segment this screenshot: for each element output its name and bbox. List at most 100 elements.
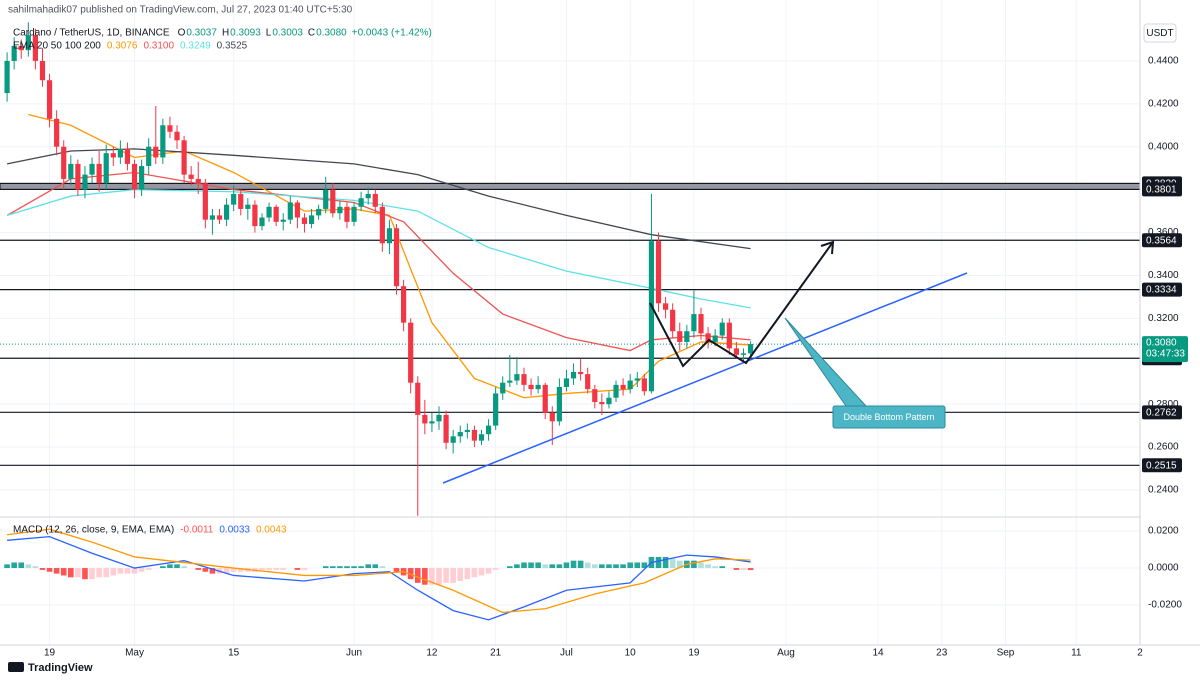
- level-tag: [1142, 405, 1182, 420]
- candle-body: [188, 174, 194, 179]
- macd-histogram-bar: [25, 564, 32, 569]
- macd-histogram-bar: [535, 562, 541, 569]
- candle-body: [408, 322, 414, 383]
- macd-histogram-bar: [627, 562, 633, 569]
- candle-body: [500, 382, 506, 394]
- macd-histogram-bar: [167, 564, 173, 569]
- candle-body: [620, 384, 626, 390]
- candle-body: [337, 206, 343, 214]
- candle-body: [627, 380, 633, 390]
- candle-body: [25, 35, 31, 51]
- macd-histogram-bar: [202, 568, 209, 572]
- candle-body: [131, 163, 138, 190]
- candle-body: [549, 412, 555, 422]
- macd-histogram-bar: [53, 568, 60, 574]
- x-tick-label: 15: [228, 648, 240, 659]
- macd-histogram-bar: [131, 568, 138, 574]
- macd-histogram-bar: [471, 568, 478, 578]
- x-tick-label: 2: [1137, 648, 1143, 659]
- macd-histogram-bar: [712, 566, 718, 569]
- candle-body: [429, 421, 435, 424]
- legend-text: 0.3249: [180, 41, 211, 52]
- macd-histogram-bar: [344, 566, 350, 569]
- macd-histogram-bar: [138, 568, 145, 572]
- macd-histogram-bar: [747, 568, 754, 571]
- candle-body: [415, 382, 421, 415]
- macd-histogram-bar: [301, 568, 308, 570]
- macd-pane: [4, 528, 754, 621]
- legend-text: H: [222, 28, 229, 39]
- macd-histogram-bar: [733, 568, 740, 570]
- y-tick-label: 0.4200: [1148, 98, 1179, 109]
- x-tick-label: 19: [688, 648, 700, 659]
- candle-body: [11, 45, 17, 61]
- macd-histogram-bar: [337, 566, 343, 569]
- macd-histogram-bar: [422, 568, 428, 585]
- candle-body: [75, 163, 81, 190]
- macd-histogram-bar: [294, 568, 301, 570]
- legend-text: 0.3076: [107, 41, 138, 52]
- macd-histogram-bar: [443, 568, 449, 583]
- macd-histogram-bar: [634, 562, 641, 569]
- candle-body: [386, 228, 393, 244]
- macd-histogram-bar: [329, 566, 336, 569]
- candle-body: [585, 374, 591, 390]
- macd-histogram-bar: [174, 564, 180, 569]
- macd-histogram-bar: [358, 566, 364, 569]
- candle-body: [266, 206, 272, 218]
- pattern-path: [649, 241, 834, 368]
- legend-text: 0.0033: [219, 525, 250, 536]
- macd-histogram-bar: [96, 568, 102, 578]
- macd-histogram-bar: [39, 568, 46, 570]
- candle-body: [698, 314, 704, 334]
- macd-histogram-bar: [280, 568, 287, 570]
- macd-histogram-bar: [507, 566, 513, 569]
- candles: [4, 22, 754, 516]
- legend-text: -0.0011: [180, 525, 214, 536]
- macd-histogram-bar: [514, 564, 520, 569]
- macd-histogram-bar: [351, 566, 357, 569]
- price-axis: [1140, 0, 1200, 645]
- candle-body: [103, 153, 109, 184]
- macd-histogram-bar: [145, 568, 152, 570]
- indicator-line: [6, 188, 751, 309]
- candle-body: [181, 140, 187, 175]
- candle-body: [358, 198, 364, 207]
- level-tag: [1142, 233, 1182, 248]
- candle-body: [655, 241, 662, 304]
- macd-histogram-bar: [669, 558, 676, 569]
- y-tick-label: 0.0000: [1148, 563, 1179, 574]
- currency-box: [1143, 23, 1177, 43]
- macd-histogram-bar: [478, 568, 485, 576]
- candle-body: [684, 331, 690, 342]
- macd-histogram-bar: [230, 568, 237, 572]
- macd-histogram-bar: [655, 556, 662, 569]
- candle-body: [167, 125, 173, 132]
- x-tick-label: 23: [936, 648, 948, 659]
- candle-body: [110, 153, 116, 158]
- level-tag: [1142, 458, 1182, 473]
- legend-text: L: [266, 28, 272, 39]
- macd-histogram-bar: [68, 568, 74, 578]
- x-tick-label: 10: [625, 648, 637, 659]
- macd-histogram-bar: [117, 568, 124, 574]
- candle-body: [344, 206, 350, 222]
- last-price-label: 0.3080: [1146, 338, 1177, 349]
- candle-body: [578, 371, 584, 375]
- legend-text: 0.0043: [256, 525, 287, 536]
- indicator-line: [6, 148, 751, 250]
- candle-body: [252, 204, 258, 227]
- legend-text: 0.3093: [230, 28, 261, 39]
- level-label: 0.2762: [1146, 407, 1177, 418]
- candle-body: [705, 333, 711, 342]
- legend: sahilmahadik07 published on TradingView.…: [8, 5, 432, 536]
- legend-text: 0.3100: [143, 41, 174, 52]
- candle-body: [365, 193, 371, 199]
- macd-histogram-bar: [407, 568, 414, 580]
- macd-histogram-bar: [259, 568, 265, 570]
- candle-body: [485, 425, 492, 435]
- candle-body: [521, 374, 527, 385]
- macd-histogram-bar: [542, 564, 549, 569]
